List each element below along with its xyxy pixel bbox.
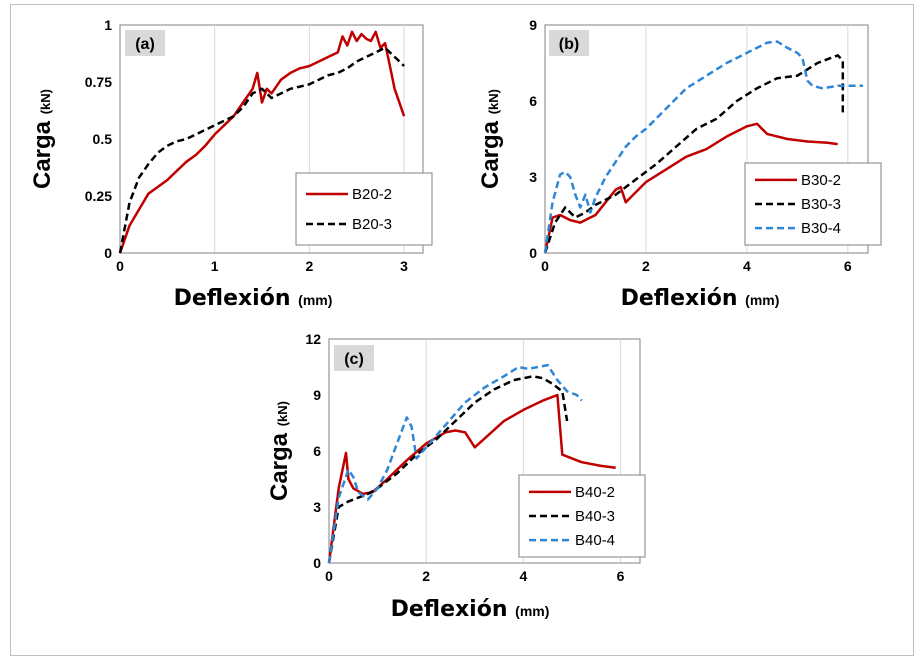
x-tick-label: 6 xyxy=(617,568,625,584)
y-tick-label: 12 xyxy=(305,331,321,347)
x-axis-title-unit: (mm) xyxy=(298,292,332,308)
y-axis-title-main: Carga xyxy=(266,432,293,501)
y-axis-title-unit: (kN) xyxy=(38,89,53,114)
y-tick-label: 6 xyxy=(313,443,321,459)
x-axis-title-unit: (mm) xyxy=(745,292,779,308)
x-tick-label: 2 xyxy=(422,568,430,584)
y-tick-label: 0.25 xyxy=(85,188,112,204)
y-tick-label: 1 xyxy=(104,17,112,33)
panel-label-box xyxy=(334,345,374,371)
panel-label-box xyxy=(549,30,589,56)
legend-entry: B40-2 xyxy=(575,484,615,501)
x-axis-title-space xyxy=(738,286,746,311)
y-axis-title-space xyxy=(266,426,293,433)
y-tick-label: 3 xyxy=(529,169,537,185)
legend-entry: B30-2 xyxy=(801,172,841,189)
y-axis-title-main: Carga xyxy=(29,120,56,189)
y-tick-label: 6 xyxy=(529,93,537,109)
series-line-b40-4 xyxy=(327,363,583,564)
x-axis-title-space xyxy=(291,286,299,311)
y-tick-label: 9 xyxy=(313,387,321,403)
figure-frame xyxy=(10,4,914,656)
x-tick-label: 0 xyxy=(116,258,124,274)
series-line-b40-2 xyxy=(327,393,616,564)
y-tick-label: 0 xyxy=(104,245,112,261)
chart-panel-1: 0 2 4 6 0 3 6 9 (b) B30-2 B30-3 B30-4 Carga (kN) Defl… xyxy=(477,17,882,311)
legend-entry: B20-3 xyxy=(352,216,392,233)
series-line-b30-4 xyxy=(543,40,863,254)
series-line-b30-2 xyxy=(543,122,838,254)
x-tick-label: 3 xyxy=(400,258,408,274)
x-tick-label: 6 xyxy=(844,258,852,274)
legend-entry: B30-3 xyxy=(801,196,841,213)
y-tick-label: 0 xyxy=(529,245,537,261)
x-axis-title-main: Deflexión xyxy=(391,597,508,622)
y-axis-title-unit: (kN) xyxy=(486,89,501,114)
x-tick-label: 4 xyxy=(743,258,751,274)
chart-panel-2: 0 2 4 6 0 3 6 9 12 (c) B40-2 B40-3 B40-4 Carga (kN) De… xyxy=(266,331,646,622)
y-axis-title: Carga (kN) xyxy=(477,89,504,189)
y-tick-label: 9 xyxy=(529,17,537,33)
panel-label: (a) xyxy=(135,36,155,53)
y-axis-title: Carga (kN) xyxy=(29,89,56,189)
legend-entry: B40-4 xyxy=(575,532,615,549)
panel-label-box xyxy=(125,30,165,56)
legend-entry: B30-4 xyxy=(801,220,841,237)
series-line-b20-3 xyxy=(118,46,405,254)
y-axis-title-space xyxy=(29,114,56,121)
y-axis-title-space xyxy=(477,114,504,121)
x-axis-title: Deflexión (mm) xyxy=(621,286,780,311)
y-tick-label: 0 xyxy=(313,555,321,571)
y-axis-title-main: Carga xyxy=(477,120,504,189)
x-tick-label: 4 xyxy=(519,568,527,584)
legend-box xyxy=(295,172,433,246)
x-tick-label: 2 xyxy=(642,258,650,274)
panel-label: (c) xyxy=(344,351,364,368)
legend-entry: B20-2 xyxy=(352,186,392,203)
x-tick-label: 0 xyxy=(541,258,549,274)
series-line-b40-3 xyxy=(327,375,569,564)
series-line-b30-3 xyxy=(543,54,845,254)
x-axis-title: Deflexión (mm) xyxy=(174,286,333,311)
chart-panel-0: 0 1 2 3 0 0.25 0.5 0.75 1 (a) B20-2 B20-3 Carga (kN)… xyxy=(29,17,433,311)
x-axis-title-unit: (mm) xyxy=(515,603,549,619)
x-tick-label: 0 xyxy=(325,568,333,584)
y-tick-label: 0.5 xyxy=(93,131,113,147)
y-tick-label: 0.75 xyxy=(85,74,112,90)
x-tick-label: 2 xyxy=(305,258,313,274)
y-tick-label: 3 xyxy=(313,499,321,515)
x-tick-label: 1 xyxy=(211,258,219,274)
legend-entry: B40-3 xyxy=(575,508,615,525)
x-axis-title-main: Deflexión xyxy=(174,286,291,311)
y-axis-title-unit: (kN) xyxy=(275,401,290,426)
y-axis-title: Carga (kN) xyxy=(266,401,293,501)
x-axis-title-space xyxy=(508,597,516,622)
series-line-b20-2 xyxy=(118,30,406,254)
x-axis-title-main: Deflexión xyxy=(621,286,738,311)
panel-label: (b) xyxy=(559,36,579,53)
x-axis-title: Deflexión (mm) xyxy=(391,597,550,622)
